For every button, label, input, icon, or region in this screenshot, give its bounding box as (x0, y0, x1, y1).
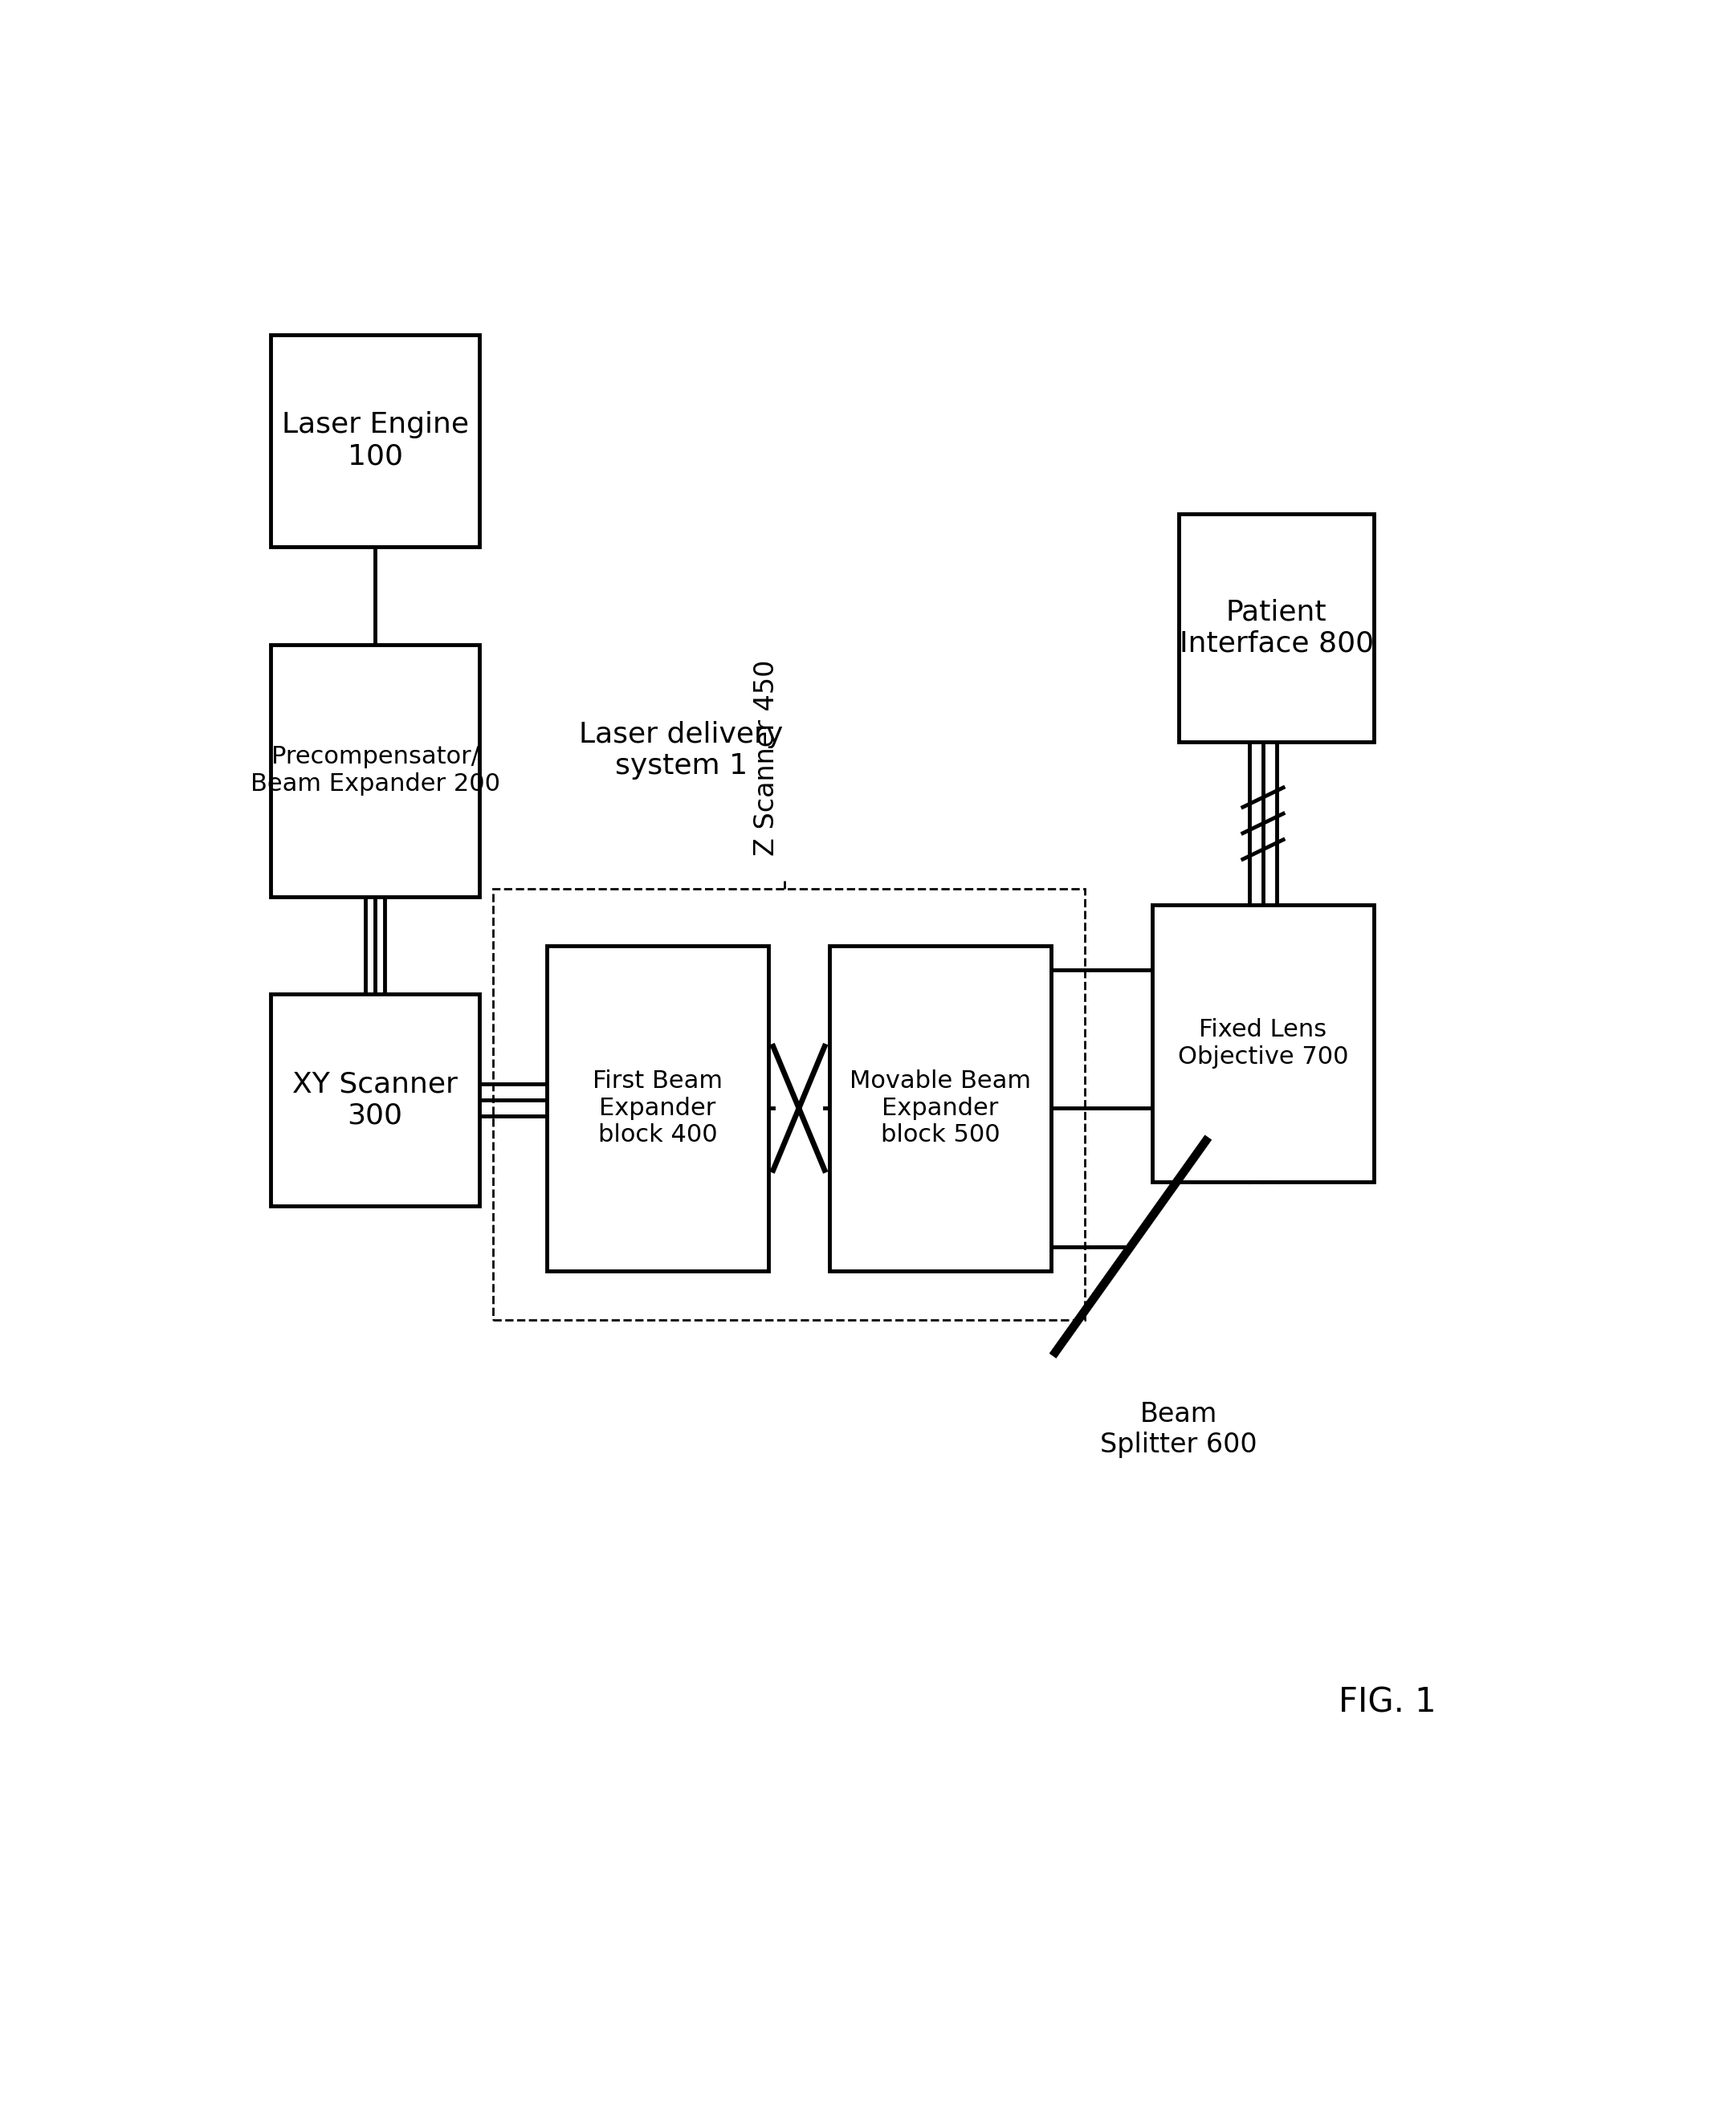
Text: Beam
Splitter 600: Beam Splitter 600 (1101, 1402, 1257, 1459)
Bar (493, 888, 1085, 1319)
Bar (830, 945, 1050, 1271)
Bar (271, 994, 479, 1205)
Text: Movable Beam
Expander
block 500: Movable Beam Expander block 500 (849, 1070, 1031, 1148)
Text: FIG. 1: FIG. 1 (1338, 1685, 1436, 1719)
Text: Z Scanner 450: Z Scanner 450 (753, 660, 779, 856)
Text: First Beam
Expander
block 400: First Beam Expander block 400 (592, 1070, 722, 1148)
Bar (1179, 514, 1375, 742)
Bar (271, 645, 479, 896)
Bar (1153, 905, 1375, 1182)
Text: Patient
Interface 800: Patient Interface 800 (1179, 598, 1373, 657)
Text: Laser Engine
100: Laser Engine 100 (281, 412, 469, 469)
Text: Fixed Lens
Objective 700: Fixed Lens Objective 700 (1177, 1019, 1349, 1068)
Text: XY Scanner
300: XY Scanner 300 (292, 1070, 458, 1129)
Bar (271, 336, 479, 548)
Bar (547, 945, 769, 1271)
Text: Precompensator/
Beam Expander 200: Precompensator/ Beam Expander 200 (250, 746, 500, 795)
Text: Laser delivery
system 1: Laser delivery system 1 (580, 721, 783, 780)
